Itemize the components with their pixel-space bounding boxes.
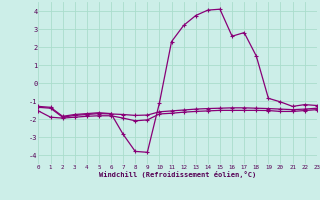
X-axis label: Windchill (Refroidissement éolien,°C): Windchill (Refroidissement éolien,°C) xyxy=(99,171,256,178)
